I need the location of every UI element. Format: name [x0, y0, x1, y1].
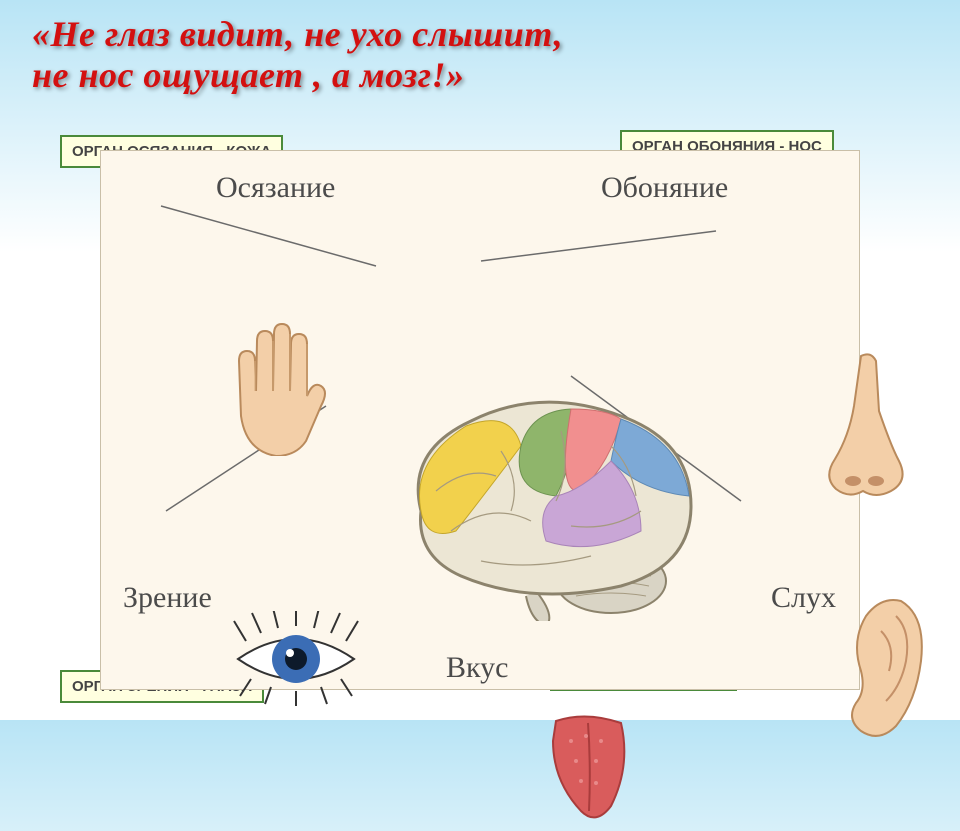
- diagram-label-sight: Зрение: [123, 581, 212, 615]
- hand-icon: [221, 306, 331, 461]
- brain-svg: [381, 391, 711, 621]
- title-line-2: не нос ощущает , а мозг!»: [32, 55, 465, 95]
- page-title: «Не глаз видит, не ухо слышит, не нос ощ…: [32, 14, 563, 97]
- nose-icon: [821, 351, 916, 506]
- title-line-1: «Не глаз видит, не ухо слышит,: [32, 14, 563, 54]
- brain-illustration: [381, 391, 711, 621]
- diagram-label-touch: Осязание: [216, 171, 335, 205]
- diagram-label-hearing: Слух: [771, 581, 836, 615]
- diagram-container: Осязание Обоняние Зрение Слух Вкус: [100, 150, 860, 690]
- diagram-label-smell: Обоняние: [601, 171, 728, 205]
- tongue-icon: [541, 711, 636, 831]
- ear-icon: [831, 591, 931, 746]
- diagram-label-taste: Вкус: [446, 651, 508, 685]
- eye-icon: [226, 611, 366, 711]
